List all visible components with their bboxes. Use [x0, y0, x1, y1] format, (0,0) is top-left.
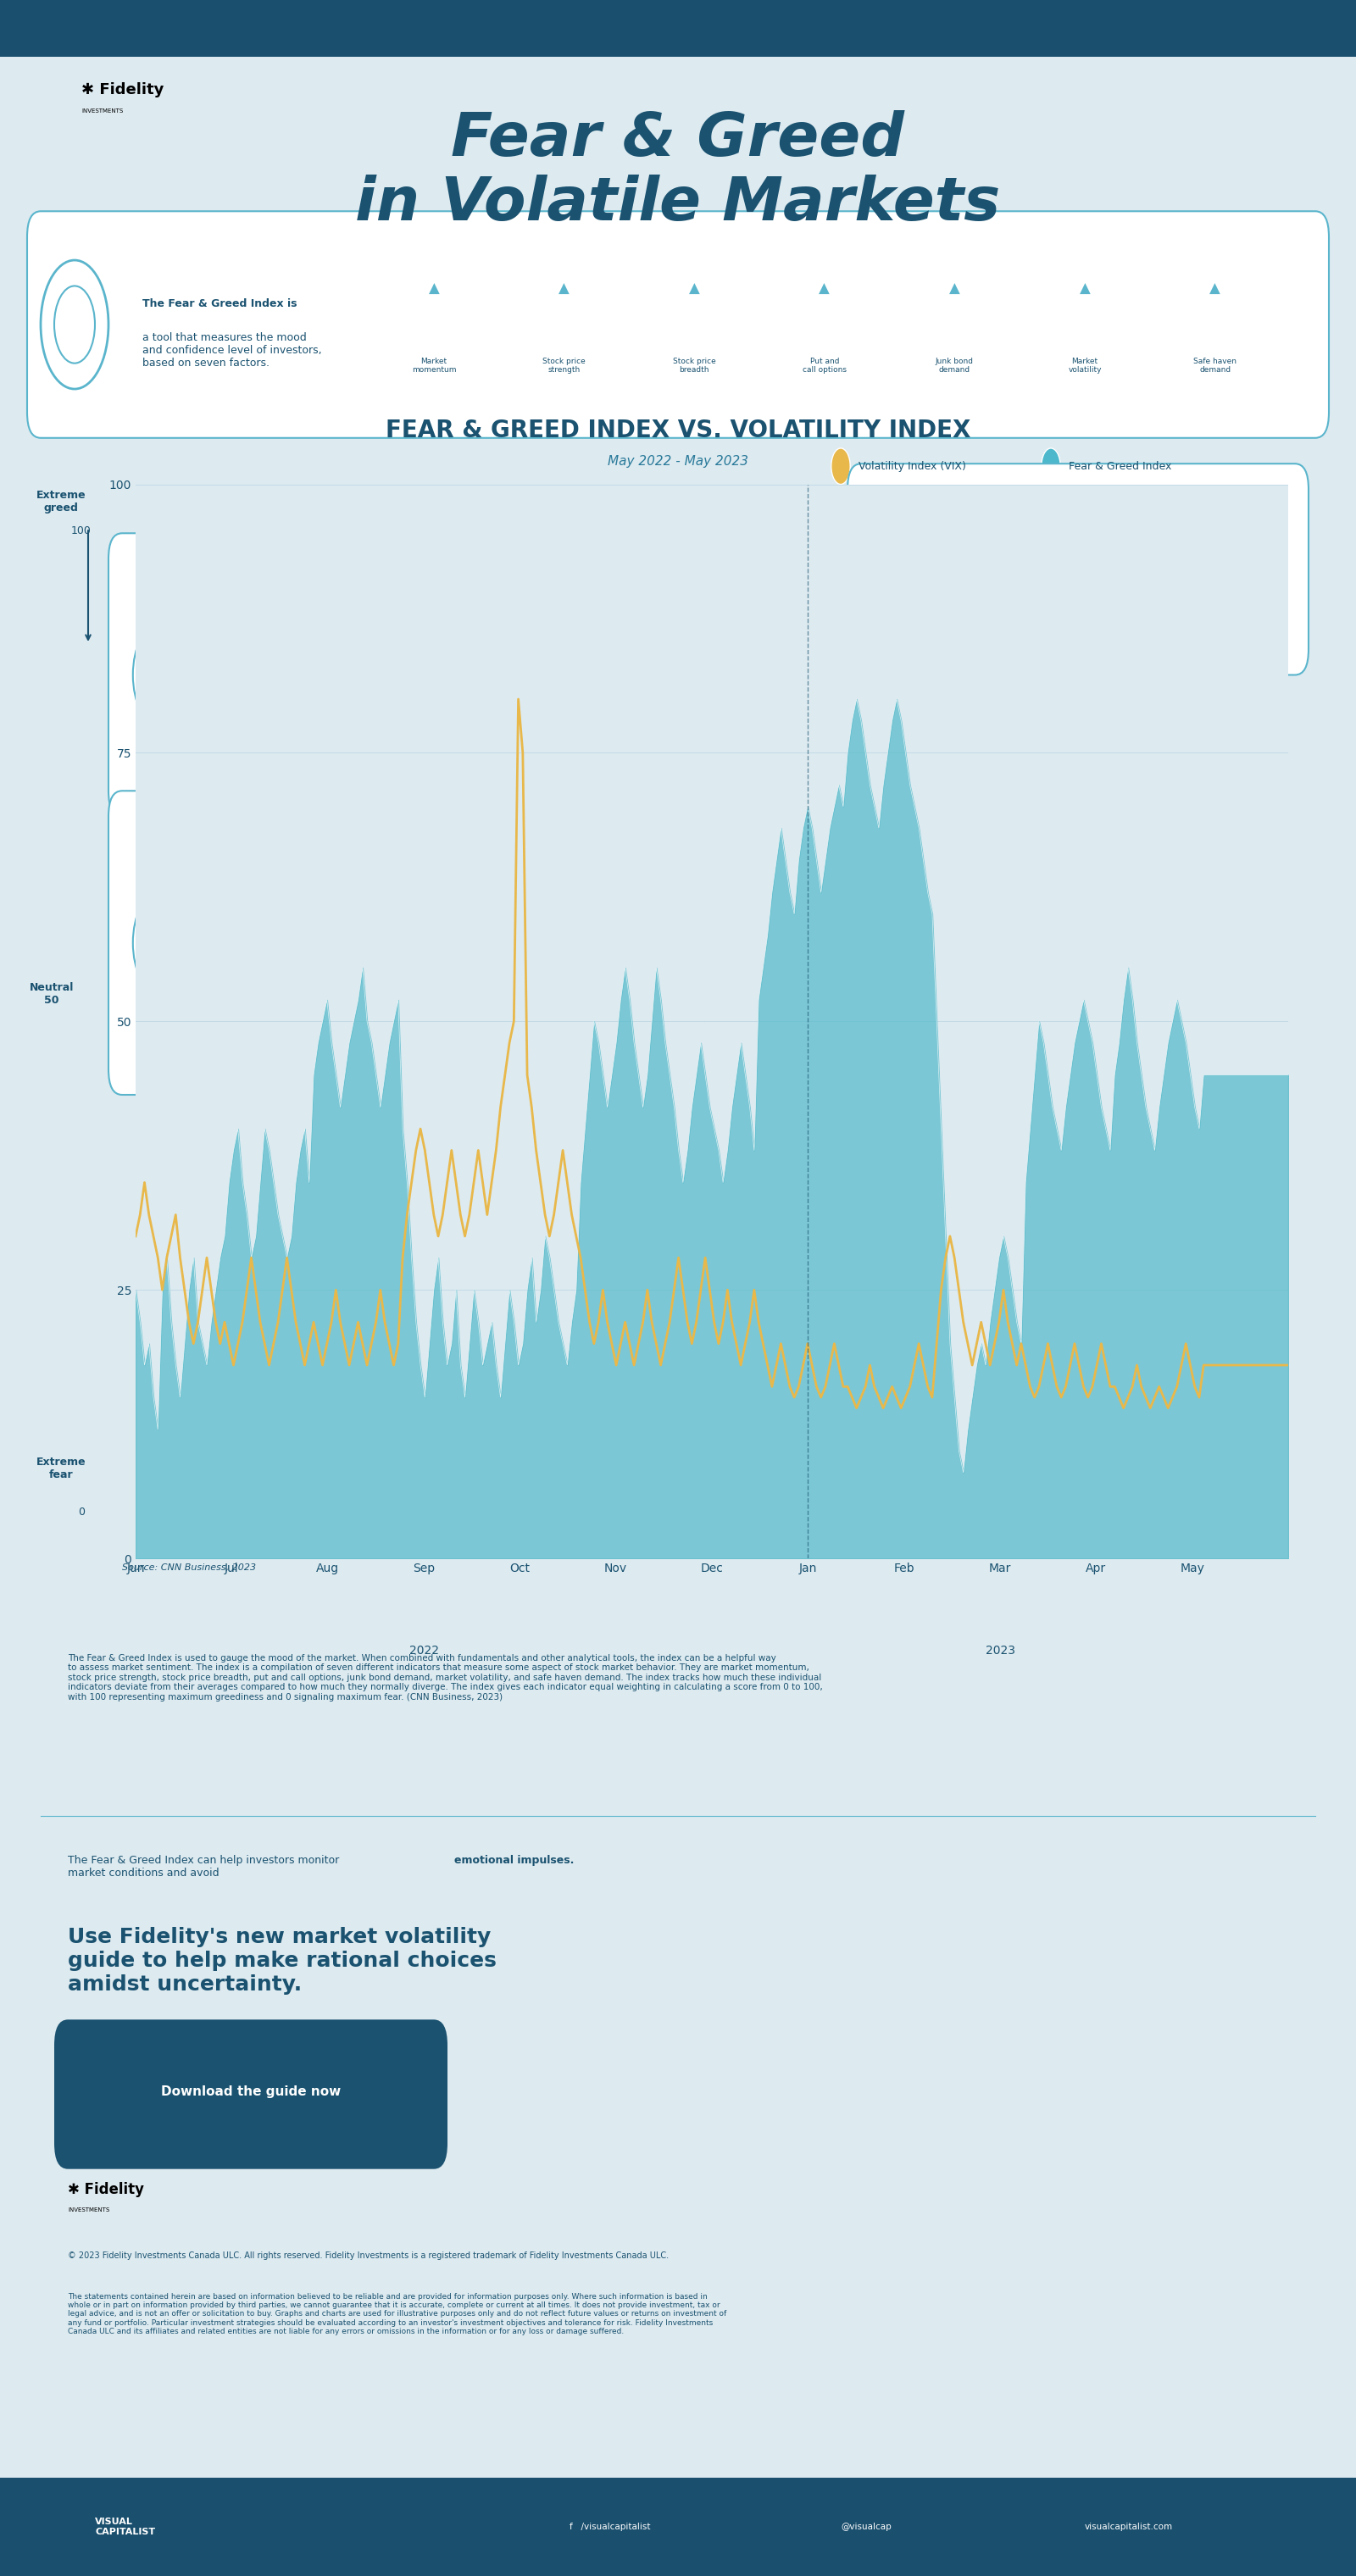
Text: May 2022 - May 2023: May 2022 - May 2023 [607, 456, 749, 466]
Text: Download the guide now: Download the guide now [161, 2087, 340, 2097]
FancyBboxPatch shape [0, 0, 1356, 57]
Text: Source: FOREX, 2023: Source: FOREX, 2023 [570, 1471, 658, 1479]
Text: ▲: ▲ [1210, 281, 1220, 296]
Text: ▲: ▲ [428, 281, 439, 296]
Text: Market
volatility: Market volatility [1069, 358, 1101, 374]
Text: in Volatile Markets: in Volatile Markets [355, 175, 1001, 232]
Text: 0: 0 [79, 1507, 84, 1517]
Text: @visualcap: @visualcap [841, 2522, 891, 2532]
Text: INVESTMENTS: INVESTMENTS [68, 2208, 110, 2213]
Text: high (but falling) inflation fueled recession: high (but falling) inflation fueled rece… [203, 930, 416, 940]
FancyBboxPatch shape [27, 211, 1329, 438]
Text: Stock price
strength: Stock price strength [542, 358, 586, 374]
Text: The Fear & Greed Index is: The Fear & Greed Index is [142, 299, 297, 309]
FancyBboxPatch shape [54, 2020, 447, 2169]
Text: The Fear & Greed Index is used to gauge the mood of the market. When combined wi: The Fear & Greed Index is used to gauge … [68, 1654, 823, 1703]
Text: the collapse of three U.S. tech-friendly: the collapse of three U.S. tech-friendly [669, 1412, 862, 1422]
Text: Fear & Greed Index: Fear & Greed Index [1069, 461, 1172, 471]
Text: Lower market volatility
evidently corresponds to
heightened investor greed.: Lower market volatility evidently corres… [929, 507, 1066, 544]
Text: emotional impulses.: emotional impulses. [454, 1855, 574, 1865]
Text: INVESTMENTS: INVESTMENTS [81, 108, 123, 113]
FancyBboxPatch shape [0, 2478, 1356, 2576]
Text: Source: NRF, 2022: Source: NRF, 2022 [203, 989, 279, 997]
Circle shape [1041, 448, 1060, 484]
Text: 2023: 2023 [986, 1643, 1014, 1656]
Text: 2022: 2022 [410, 1643, 438, 1656]
Text: f   /visualcapitalist: f /visualcapitalist [570, 2522, 651, 2532]
Text: ▲: ▲ [1079, 281, 1090, 296]
Text: Fear & Greed: Fear & Greed [452, 111, 904, 167]
Text: ✱ Fidelity: ✱ Fidelity [81, 82, 164, 98]
Text: short- and long-term GDP growth.: short- and long-term GDP growth. [203, 698, 373, 708]
Text: Junk bond
demand: Junk bond demand [936, 358, 974, 374]
Text: the upswing as expectations pointed to higher: the upswing as expectations pointed to h… [203, 670, 437, 680]
Text: saw investor confidence on: saw investor confidence on [203, 641, 340, 652]
Text: 100: 100 [72, 526, 91, 536]
Text: Source: S&P Global, 2023: Source: S&P Global, 2023 [203, 729, 309, 737]
Text: FEAR & GREED INDEX VS. VOLATILITY INDEX: FEAR & GREED INDEX VS. VOLATILITY INDEX [385, 417, 971, 443]
Text: VISUAL
CAPITALIST: VISUAL CAPITALIST [95, 2517, 155, 2537]
Text: © 2023 Fidelity Investments Canada ULC. All rights reserved. Fidelity Investment: © 2023 Fidelity Investments Canada ULC. … [68, 2251, 669, 2259]
FancyBboxPatch shape [108, 791, 678, 1095]
Text: Source: CNN Business, 2023: Source: CNN Business, 2023 [122, 1564, 256, 1571]
Text: ▲: ▲ [559, 281, 570, 296]
Text: Volatility Index (VIX): Volatility Index (VIX) [858, 461, 965, 471]
FancyBboxPatch shape [108, 533, 678, 817]
Text: ▲: ▲ [819, 281, 830, 296]
Text: The statements contained herein are based on information believed to be reliable: The statements contained herein are base… [68, 2293, 727, 2336]
Circle shape [831, 448, 850, 484]
Text: visualcapitalist.com: visualcapitalist.com [1085, 2522, 1173, 2532]
Text: September and October 2022: September and October 2022 [203, 845, 369, 855]
Text: In March 2023,: In March 2023, [570, 1412, 654, 1422]
Text: Stock price
breadth: Stock price breadth [673, 358, 716, 374]
Text: prices and higher interest rates. Meanwhile,: prices and higher interest rates. Meanwh… [203, 902, 426, 912]
Text: The Fear & Greed Index can help investors monitor
market conditions and avoid: The Fear & Greed Index can help investor… [68, 1855, 339, 1878]
Text: banks drove feelings of "extreme fear" among investors: banks drove feelings of "extreme fear" a… [570, 1440, 850, 1450]
Text: Extreme
fear: Extreme fear [37, 1455, 85, 1481]
Text: Safe haven
demand: Safe haven demand [1193, 358, 1237, 374]
Text: Extreme
greed: Extreme greed [37, 489, 85, 513]
Text: Neutral
50: Neutral 50 [30, 981, 73, 1007]
Text: ▲: ▲ [949, 281, 960, 296]
Text: ✱ Fidelity: ✱ Fidelity [68, 2182, 144, 2197]
Text: ▲: ▲ [689, 281, 700, 296]
Text: Market
momentum: Market momentum [412, 358, 456, 374]
Text: February 2023: February 2023 [203, 613, 285, 623]
FancyBboxPatch shape [848, 464, 1309, 675]
Text: Put and
call options: Put and call options [803, 358, 846, 374]
Text: a tool that measures the mood
and confidence level of investors,
based on seven : a tool that measures the mood and confid… [142, 332, 321, 368]
Text: Use Fidelity's new market volatility
guide to help make rational choices
amidst : Use Fidelity's new market volatility gui… [68, 1927, 496, 1994]
Text: fears that dampened investor confidence.: fears that dampened investor confidence. [203, 958, 414, 969]
Text: saw rising: saw rising [203, 873, 254, 884]
